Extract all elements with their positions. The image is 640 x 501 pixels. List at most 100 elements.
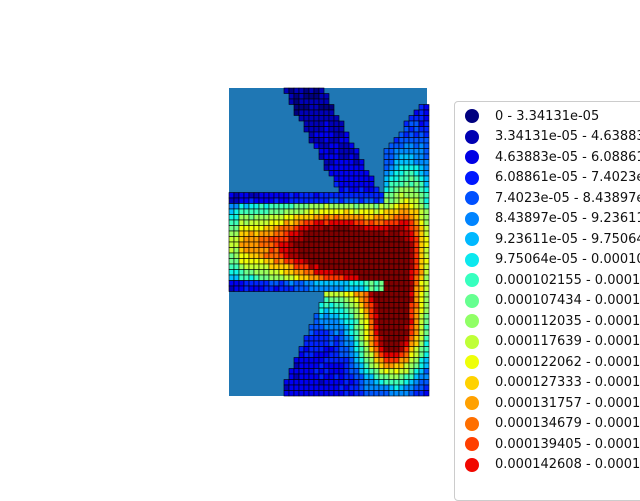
heatmap-cell: [243, 274, 250, 281]
heatmap-cell: [298, 197, 305, 204]
heatmap-cell: [423, 241, 430, 248]
heatmap-cell: [403, 170, 410, 177]
heatmap-cell: [388, 368, 395, 375]
heatmap-cell: [303, 280, 310, 287]
heatmap-cell: [248, 214, 255, 221]
heatmap-cell: [318, 307, 325, 314]
heatmap-cell: [393, 390, 400, 397]
heatmap-cell: [248, 208, 255, 215]
heatmap-cell: [303, 104, 310, 111]
heatmap-cell: [243, 263, 250, 270]
heatmap-cell: [363, 247, 370, 254]
heatmap-cell: [368, 258, 375, 265]
heatmap-cell: [368, 203, 375, 210]
heatmap-cell: [328, 208, 335, 215]
heatmap-cell: [423, 379, 430, 386]
heatmap-cell: [418, 368, 425, 375]
heatmap-cell: [273, 225, 280, 232]
heatmap-cell: [313, 120, 320, 127]
heatmap-cell: [273, 247, 280, 254]
heatmap-cell: [408, 263, 415, 270]
heatmap-cell: [318, 351, 325, 358]
heatmap-cell: [413, 126, 420, 133]
heatmap-cell: [278, 263, 285, 270]
heatmap-cell: [298, 373, 305, 380]
heatmap-cell: [238, 263, 245, 270]
heatmap-cell: [303, 93, 310, 100]
heatmap-cell: [258, 197, 265, 204]
heatmap-cell: [353, 307, 360, 314]
heatmap-cell: [228, 247, 235, 254]
heatmap-cell: [303, 362, 310, 369]
heatmap-cell: [368, 390, 375, 397]
heatmap-cell: [378, 302, 385, 309]
heatmap-cell: [298, 192, 305, 199]
heatmap-cell: [333, 131, 340, 138]
heatmap-cell: [353, 384, 360, 391]
heatmap-cell: [408, 384, 415, 391]
heatmap-cell: [323, 247, 330, 254]
heatmap-cell: [398, 159, 405, 166]
heatmap-cell: [273, 274, 280, 281]
heatmap-cell: [413, 109, 420, 116]
heatmap-cell: [408, 241, 415, 248]
heatmap-cell: [228, 241, 235, 248]
heatmap-cell: [318, 93, 325, 100]
heatmap-cell: [388, 197, 395, 204]
heatmap-cell: [418, 148, 425, 155]
heatmap-cell: [278, 192, 285, 199]
heatmap-cell: [373, 357, 380, 364]
heatmap-cell: [328, 219, 335, 226]
heatmap-cell: [363, 318, 370, 325]
heatmap-cell: [383, 280, 390, 287]
heatmap-cell: [403, 258, 410, 265]
heatmap-cell: [313, 346, 320, 353]
heatmap-cell: [308, 324, 315, 331]
heatmap-cell: [408, 285, 415, 292]
heatmap-cell: [248, 197, 255, 204]
heatmap-cell: [323, 340, 330, 347]
heatmap-cell: [398, 329, 405, 336]
heatmap-cell: [328, 247, 335, 254]
heatmap-cell: [423, 357, 430, 364]
heatmap-cell: [318, 280, 325, 287]
heatmap-cell: [333, 148, 340, 155]
heatmap-cell: [303, 120, 310, 127]
heatmap-cell: [318, 346, 325, 353]
heatmap-cell: [358, 340, 365, 347]
heatmap-cell: [378, 384, 385, 391]
heatmap-cell: [413, 197, 420, 204]
heatmap-cell: [418, 258, 425, 265]
heatmap-cell: [418, 291, 425, 298]
heatmap-cell: [343, 390, 350, 397]
heatmap-cell: [258, 241, 265, 248]
heatmap-cell: [283, 236, 290, 243]
heatmap-cell: [348, 236, 355, 243]
heatmap-cell: [243, 225, 250, 232]
legend: 0 - 3.34131e-053.34131e-05 - 4.63883e-05…: [454, 101, 640, 501]
heatmap-cell: [338, 302, 345, 309]
heatmap-cell: [318, 225, 325, 232]
heatmap-cell: [338, 384, 345, 391]
heatmap-cell: [313, 313, 320, 320]
heatmap-cell: [353, 148, 360, 155]
heatmap-cell: [338, 357, 345, 364]
heatmap-cell: [338, 340, 345, 347]
heatmap-cell: [268, 285, 275, 292]
heatmap-cell: [293, 258, 300, 265]
heatmap-cell: [373, 324, 380, 331]
heatmap-cell: [303, 208, 310, 215]
legend-marker: [465, 129, 479, 144]
heatmap-cell: [333, 236, 340, 243]
heatmap-cell: [353, 269, 360, 276]
heatmap-cell: [303, 390, 310, 397]
heatmap-cell: [308, 390, 315, 397]
heatmap-cell: [423, 230, 430, 237]
heatmap-cell: [323, 98, 330, 105]
heatmap-cell: [368, 208, 375, 215]
heatmap-cell: [328, 203, 335, 210]
heatmap-cell: [413, 142, 420, 149]
heatmap-cell: [328, 335, 335, 342]
heatmap-cell: [368, 340, 375, 347]
heatmap-cell: [398, 208, 405, 215]
